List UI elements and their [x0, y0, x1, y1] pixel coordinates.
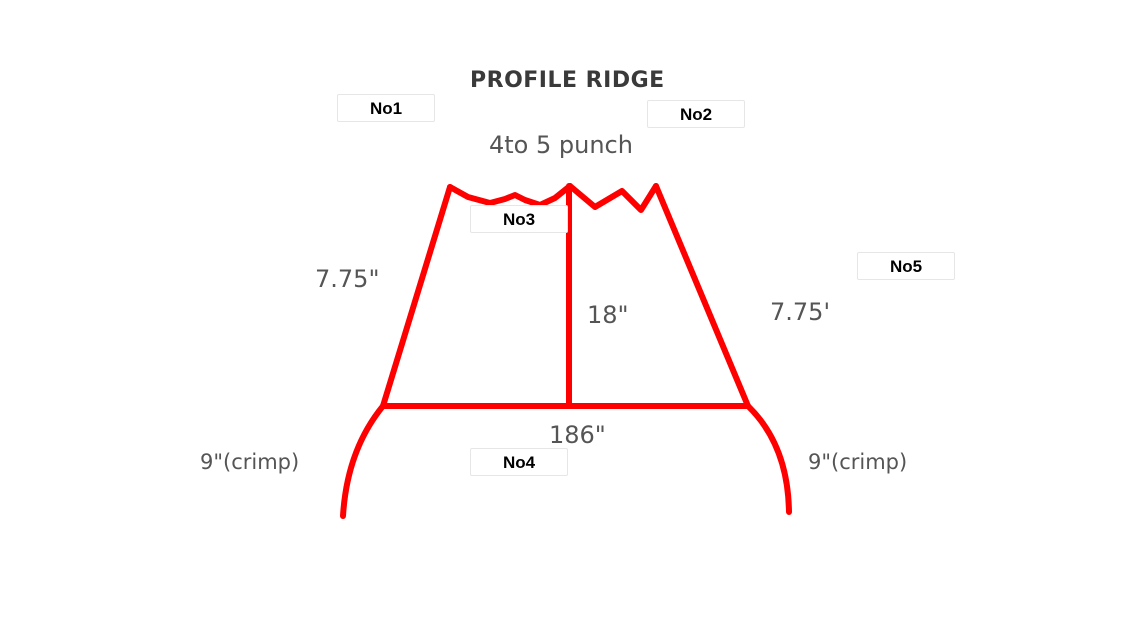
left-crimp-dimension: 9"(crimp) — [200, 450, 300, 474]
right-crimp-curve — [745, 403, 792, 515]
drawing-title: PROFILE RIDGE — [470, 68, 665, 93]
tag-no2[interactable]: No2 — [647, 100, 745, 128]
right-side-line — [653, 183, 751, 409]
right-top-crimp-line — [567, 183, 659, 213]
tag-no5[interactable]: No5 — [857, 252, 955, 280]
tag-no4[interactable]: No4 — [470, 448, 568, 476]
left-top-crimp-line — [447, 183, 573, 208]
right-side-dimension: 7.75' — [770, 298, 831, 326]
center-height-dimension: 18" — [587, 301, 629, 329]
tag-no3[interactable]: No3 — [470, 205, 568, 233]
tag-no1[interactable]: No1 — [337, 94, 435, 122]
left-side-dimension: 7.75" — [315, 265, 380, 293]
base-width-dimension: 186" — [549, 421, 606, 449]
right-crimp-dimension: 9"(crimp) — [808, 450, 908, 474]
left-side-line — [380, 184, 453, 409]
left-crimp-curve — [340, 403, 386, 519]
punch-note: 4to 5 punch — [489, 131, 633, 159]
